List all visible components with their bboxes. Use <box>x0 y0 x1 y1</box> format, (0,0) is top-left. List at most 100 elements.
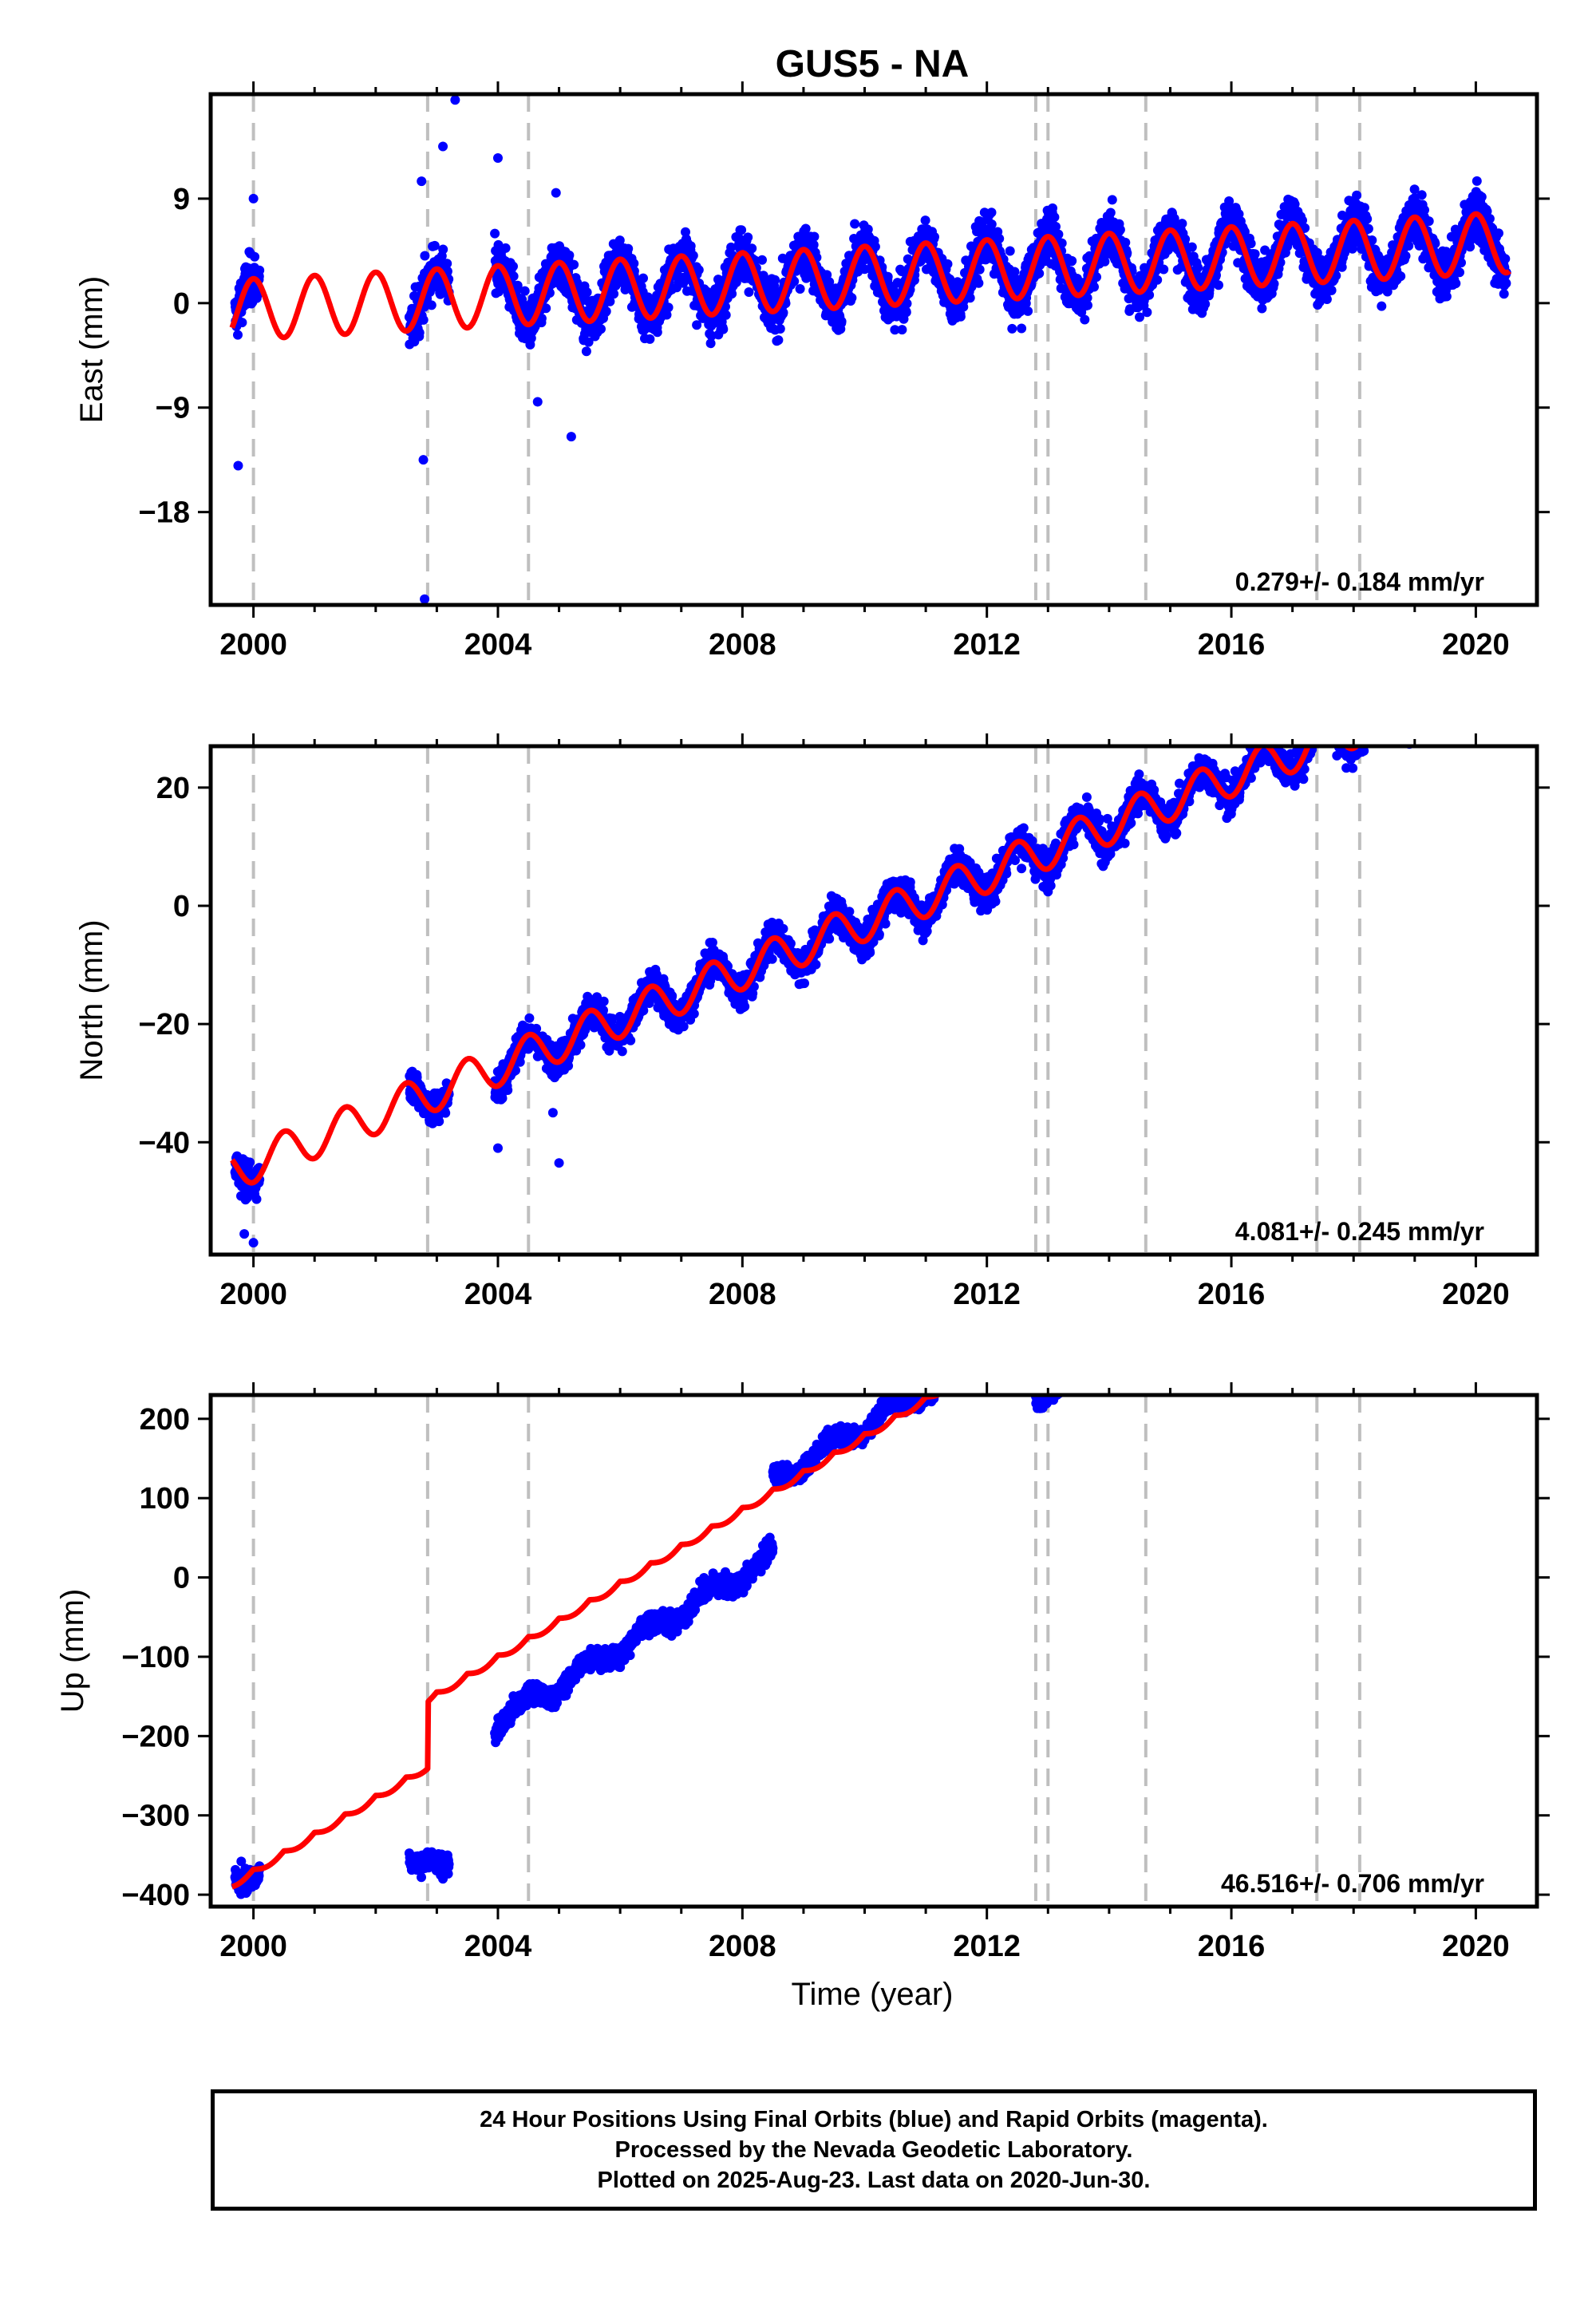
north-data-point <box>498 1093 508 1103</box>
east-data-point <box>694 265 704 275</box>
east-data-point <box>1108 195 1117 204</box>
east-data-point <box>419 315 429 325</box>
east-data-point <box>1500 254 1510 263</box>
east-data-point <box>1451 279 1460 288</box>
east-y-tick-label: 9 <box>173 183 190 216</box>
east-data-point <box>1485 214 1495 223</box>
north-data-point <box>599 997 609 1006</box>
east-data-point <box>921 215 930 225</box>
north-data-point <box>524 1014 534 1023</box>
east-outlier-point <box>249 194 259 204</box>
east-data-point <box>974 279 983 288</box>
east-data-point <box>721 310 731 320</box>
east-outlier-point <box>419 455 429 464</box>
east-x-tick-label: 2000 <box>219 628 287 662</box>
east-data-point <box>902 307 911 317</box>
east-data-point <box>809 232 819 242</box>
east-data-point <box>743 232 753 242</box>
figure-title: GUS5 - NA <box>776 43 970 85</box>
east-data-point <box>638 274 648 283</box>
east-data-point <box>757 255 767 265</box>
east-data-point <box>1442 292 1452 302</box>
east-data-point <box>975 265 985 275</box>
east-data-point <box>623 244 633 254</box>
east-data-point <box>1142 307 1152 317</box>
east-data-point <box>1472 176 1482 186</box>
east-data-point <box>1327 286 1337 295</box>
east-y-tick-label: −9 <box>156 392 190 425</box>
east-outlier-point <box>438 141 448 151</box>
east-data-point <box>564 251 574 260</box>
east-data-point <box>773 335 783 345</box>
east-data-point <box>987 207 997 217</box>
east-data-point <box>237 318 247 327</box>
east-data-point <box>1455 267 1464 277</box>
east-data-point <box>883 272 893 282</box>
east-data-point <box>1404 241 1413 251</box>
north-data-point <box>576 1040 586 1049</box>
north-data-point <box>503 1085 512 1095</box>
east-data-point <box>727 289 737 298</box>
east-data-point <box>1337 263 1347 272</box>
east-data-point <box>653 327 662 337</box>
east-data-point <box>427 300 437 310</box>
east-data-point <box>1360 203 1369 212</box>
east-data-point <box>1023 306 1033 316</box>
east-data-point <box>1083 301 1092 310</box>
east-data-point <box>1106 208 1116 218</box>
east-data-point <box>1250 249 1260 259</box>
east-data-point <box>1089 283 1099 292</box>
east-data-point <box>1257 304 1266 314</box>
north-data-point <box>618 1046 627 1056</box>
east-data-points <box>231 95 1511 603</box>
east-x-tick-label: 2004 <box>464 628 532 662</box>
east-outlier-point <box>450 95 460 105</box>
east-data-point <box>609 289 618 298</box>
east-data-point <box>966 293 975 302</box>
east-data-point <box>1396 271 1405 281</box>
east-y-axis-label: East (mm) <box>74 276 109 423</box>
east-data-point <box>1362 214 1372 223</box>
east-data-point <box>508 262 518 271</box>
east-outlier-point <box>533 397 543 406</box>
north-plot-area <box>231 633 1511 1255</box>
east-plot-area <box>231 94 1511 605</box>
east-data-point <box>796 284 805 294</box>
east-data-point <box>596 324 606 334</box>
east-x-tick-label: 2012 <box>953 628 1021 662</box>
east-data-point <box>1009 267 1019 277</box>
east-x-tick-label: 2008 <box>709 628 776 662</box>
east-data-point <box>1352 191 1361 200</box>
east-data-point <box>689 251 698 260</box>
east-outlier-point <box>551 188 561 198</box>
east-outlier-point <box>420 595 429 604</box>
east-data-point <box>776 324 785 334</box>
east-data-point <box>943 259 953 269</box>
east-data-point <box>233 330 243 340</box>
east-x-tick-label: 2016 <box>1198 628 1266 662</box>
east-outlier-point <box>493 153 503 163</box>
east-data-point <box>718 325 728 334</box>
east-data-point <box>930 232 939 242</box>
east-data-point <box>602 306 611 316</box>
east-data-point <box>415 328 425 338</box>
east-rate-label: 0.279+/- 0.184 mm/yr <box>1235 567 1484 596</box>
east-data-point <box>737 225 746 235</box>
north-data-point <box>440 1109 450 1118</box>
north-data-point <box>434 1117 444 1126</box>
east-data-point <box>745 287 754 297</box>
east-data-point <box>1034 269 1044 279</box>
east-data-point <box>1417 190 1427 200</box>
east-data-point <box>1377 302 1386 311</box>
north-data-point <box>252 1195 262 1204</box>
east-data-point <box>1501 279 1511 288</box>
east-data-point <box>1049 212 1059 222</box>
east-data-point <box>645 334 654 344</box>
east-data-point <box>569 260 579 270</box>
east-data-point <box>520 287 530 296</box>
east-data-point <box>1322 294 1332 304</box>
east-data-point <box>1017 324 1026 334</box>
east-data-point <box>1048 204 1057 213</box>
east-data-point <box>1420 205 1429 215</box>
